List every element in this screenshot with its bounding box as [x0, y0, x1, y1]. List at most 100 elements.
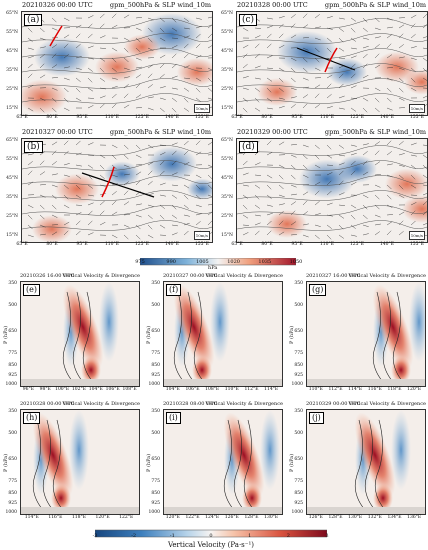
terrain	[307, 379, 425, 386]
lon-tick: 120°E	[95, 515, 110, 520]
wind-vector	[338, 95, 345, 99]
ascent-area	[409, 282, 425, 362]
wind-vector	[75, 194, 82, 199]
wind-vector	[123, 67, 130, 71]
wind-vector	[27, 153, 34, 156]
wind-vector	[51, 97, 57, 103]
wind-vector	[87, 154, 94, 156]
wind-vector	[207, 33, 212, 39]
wind-vector	[398, 56, 405, 59]
pressure-tick: 350	[294, 281, 303, 286]
wind-vector	[63, 221, 70, 226]
wind-vector	[386, 67, 393, 69]
wind-vector	[290, 234, 297, 236]
wind-vector	[51, 141, 58, 146]
wind-vector	[386, 194, 392, 200]
wind-vector	[99, 184, 106, 187]
height-contour	[237, 190, 427, 201]
wind-vector	[39, 171, 46, 176]
wind-vector	[99, 57, 106, 62]
wind-vector	[338, 192, 345, 196]
divergence-contour	[183, 291, 195, 383]
wind-vector	[111, 85, 118, 89]
wind-vector	[159, 107, 165, 112]
cross-section-plot: (f)	[163, 281, 283, 387]
wind-vector	[63, 194, 69, 200]
vv-colorbar-title: Vertical Velocity (Pa·s⁻¹)	[167, 541, 255, 549]
lat-tick: 25°N	[6, 214, 18, 219]
lon-tick: 126°E	[308, 515, 323, 520]
descent-area	[32, 412, 74, 498]
map-plot: (a) 10m/s	[21, 11, 213, 116]
wind-vector	[350, 204, 357, 209]
wind-vector	[195, 221, 201, 226]
wind-vector	[195, 213, 202, 216]
lat-tick: 55°N	[6, 30, 18, 35]
wind-vector	[111, 211, 118, 216]
wind-vector	[207, 24, 212, 29]
wind-vector	[75, 33, 81, 39]
wind-vector	[410, 46, 417, 49]
low-pressure-area	[337, 155, 377, 183]
lat-tick: 55°N	[6, 157, 18, 162]
wind-vector	[398, 220, 404, 226]
wind-vector	[314, 224, 321, 227]
pressure-tick: 650	[8, 329, 17, 334]
cross-section-plot: (g)	[306, 281, 426, 387]
lat-tick: 55°N	[221, 157, 233, 162]
wind-vector	[314, 144, 320, 149]
map-panel-title: gpm_500hPa & SLP wind_10m	[324, 1, 426, 9]
wind-vector	[254, 65, 261, 69]
wind-vector	[362, 204, 368, 210]
wind-vector	[386, 34, 392, 39]
wind-vector	[111, 57, 117, 63]
wind-vector	[171, 97, 177, 102]
wind-vector	[278, 141, 285, 146]
wind-vector	[123, 181, 129, 186]
wind-vector	[266, 33, 272, 39]
wind-vector	[398, 141, 404, 146]
vv-tick: 2	[286, 533, 290, 539]
wind-vector	[207, 45, 212, 49]
wind-vector	[159, 160, 165, 166]
wind-vector	[374, 174, 381, 176]
wind-vector	[242, 27, 249, 32]
wind-vector	[183, 17, 189, 22]
cross-section-j: 20210329 00:00 UTC Vertical Velocity & Di…	[286, 400, 428, 526]
wind-vector	[111, 103, 117, 109]
lat-tick: 65°N	[6, 138, 18, 143]
pressure-axis-label: P (hPa)	[146, 325, 152, 344]
panel-label: (f)	[166, 284, 182, 296]
wind-vector	[99, 222, 106, 226]
wind-vector	[326, 164, 333, 166]
wind-vector	[171, 107, 177, 113]
wind-vector	[63, 230, 69, 236]
wind-vector	[326, 27, 333, 30]
wind-vector	[338, 180, 344, 186]
wind-vector	[422, 57, 427, 62]
vv-tick: -3	[92, 533, 98, 539]
wind-vector	[266, 220, 272, 226]
lon-tick: 110°E	[308, 387, 323, 392]
wind-vector	[75, 140, 81, 146]
vv-colorbar: -3 -2 -1 0 1 2 3 Vertical Velocity (Pa·s⁻¹)	[93, 524, 329, 550]
wind-vector	[338, 214, 345, 219]
wind-vector	[266, 43, 272, 49]
wind-vector	[254, 107, 261, 112]
wind-vector	[290, 104, 296, 109]
wind-vector	[123, 76, 130, 79]
divergence-contour	[364, 419, 376, 511]
wind-vector	[123, 234, 129, 240]
wind-vector	[135, 17, 142, 19]
wind-vector	[302, 191, 309, 196]
wind-vector	[111, 144, 118, 148]
lon-tick: 130°E	[348, 515, 363, 520]
wind-vector	[386, 87, 392, 93]
wind-vector	[254, 97, 260, 103]
wind-vector	[195, 151, 202, 156]
wind-vector	[314, 57, 320, 63]
wind-vector	[75, 24, 82, 29]
height-contour	[22, 175, 212, 186]
wind-vector	[302, 154, 308, 160]
wind-vector	[207, 97, 212, 100]
